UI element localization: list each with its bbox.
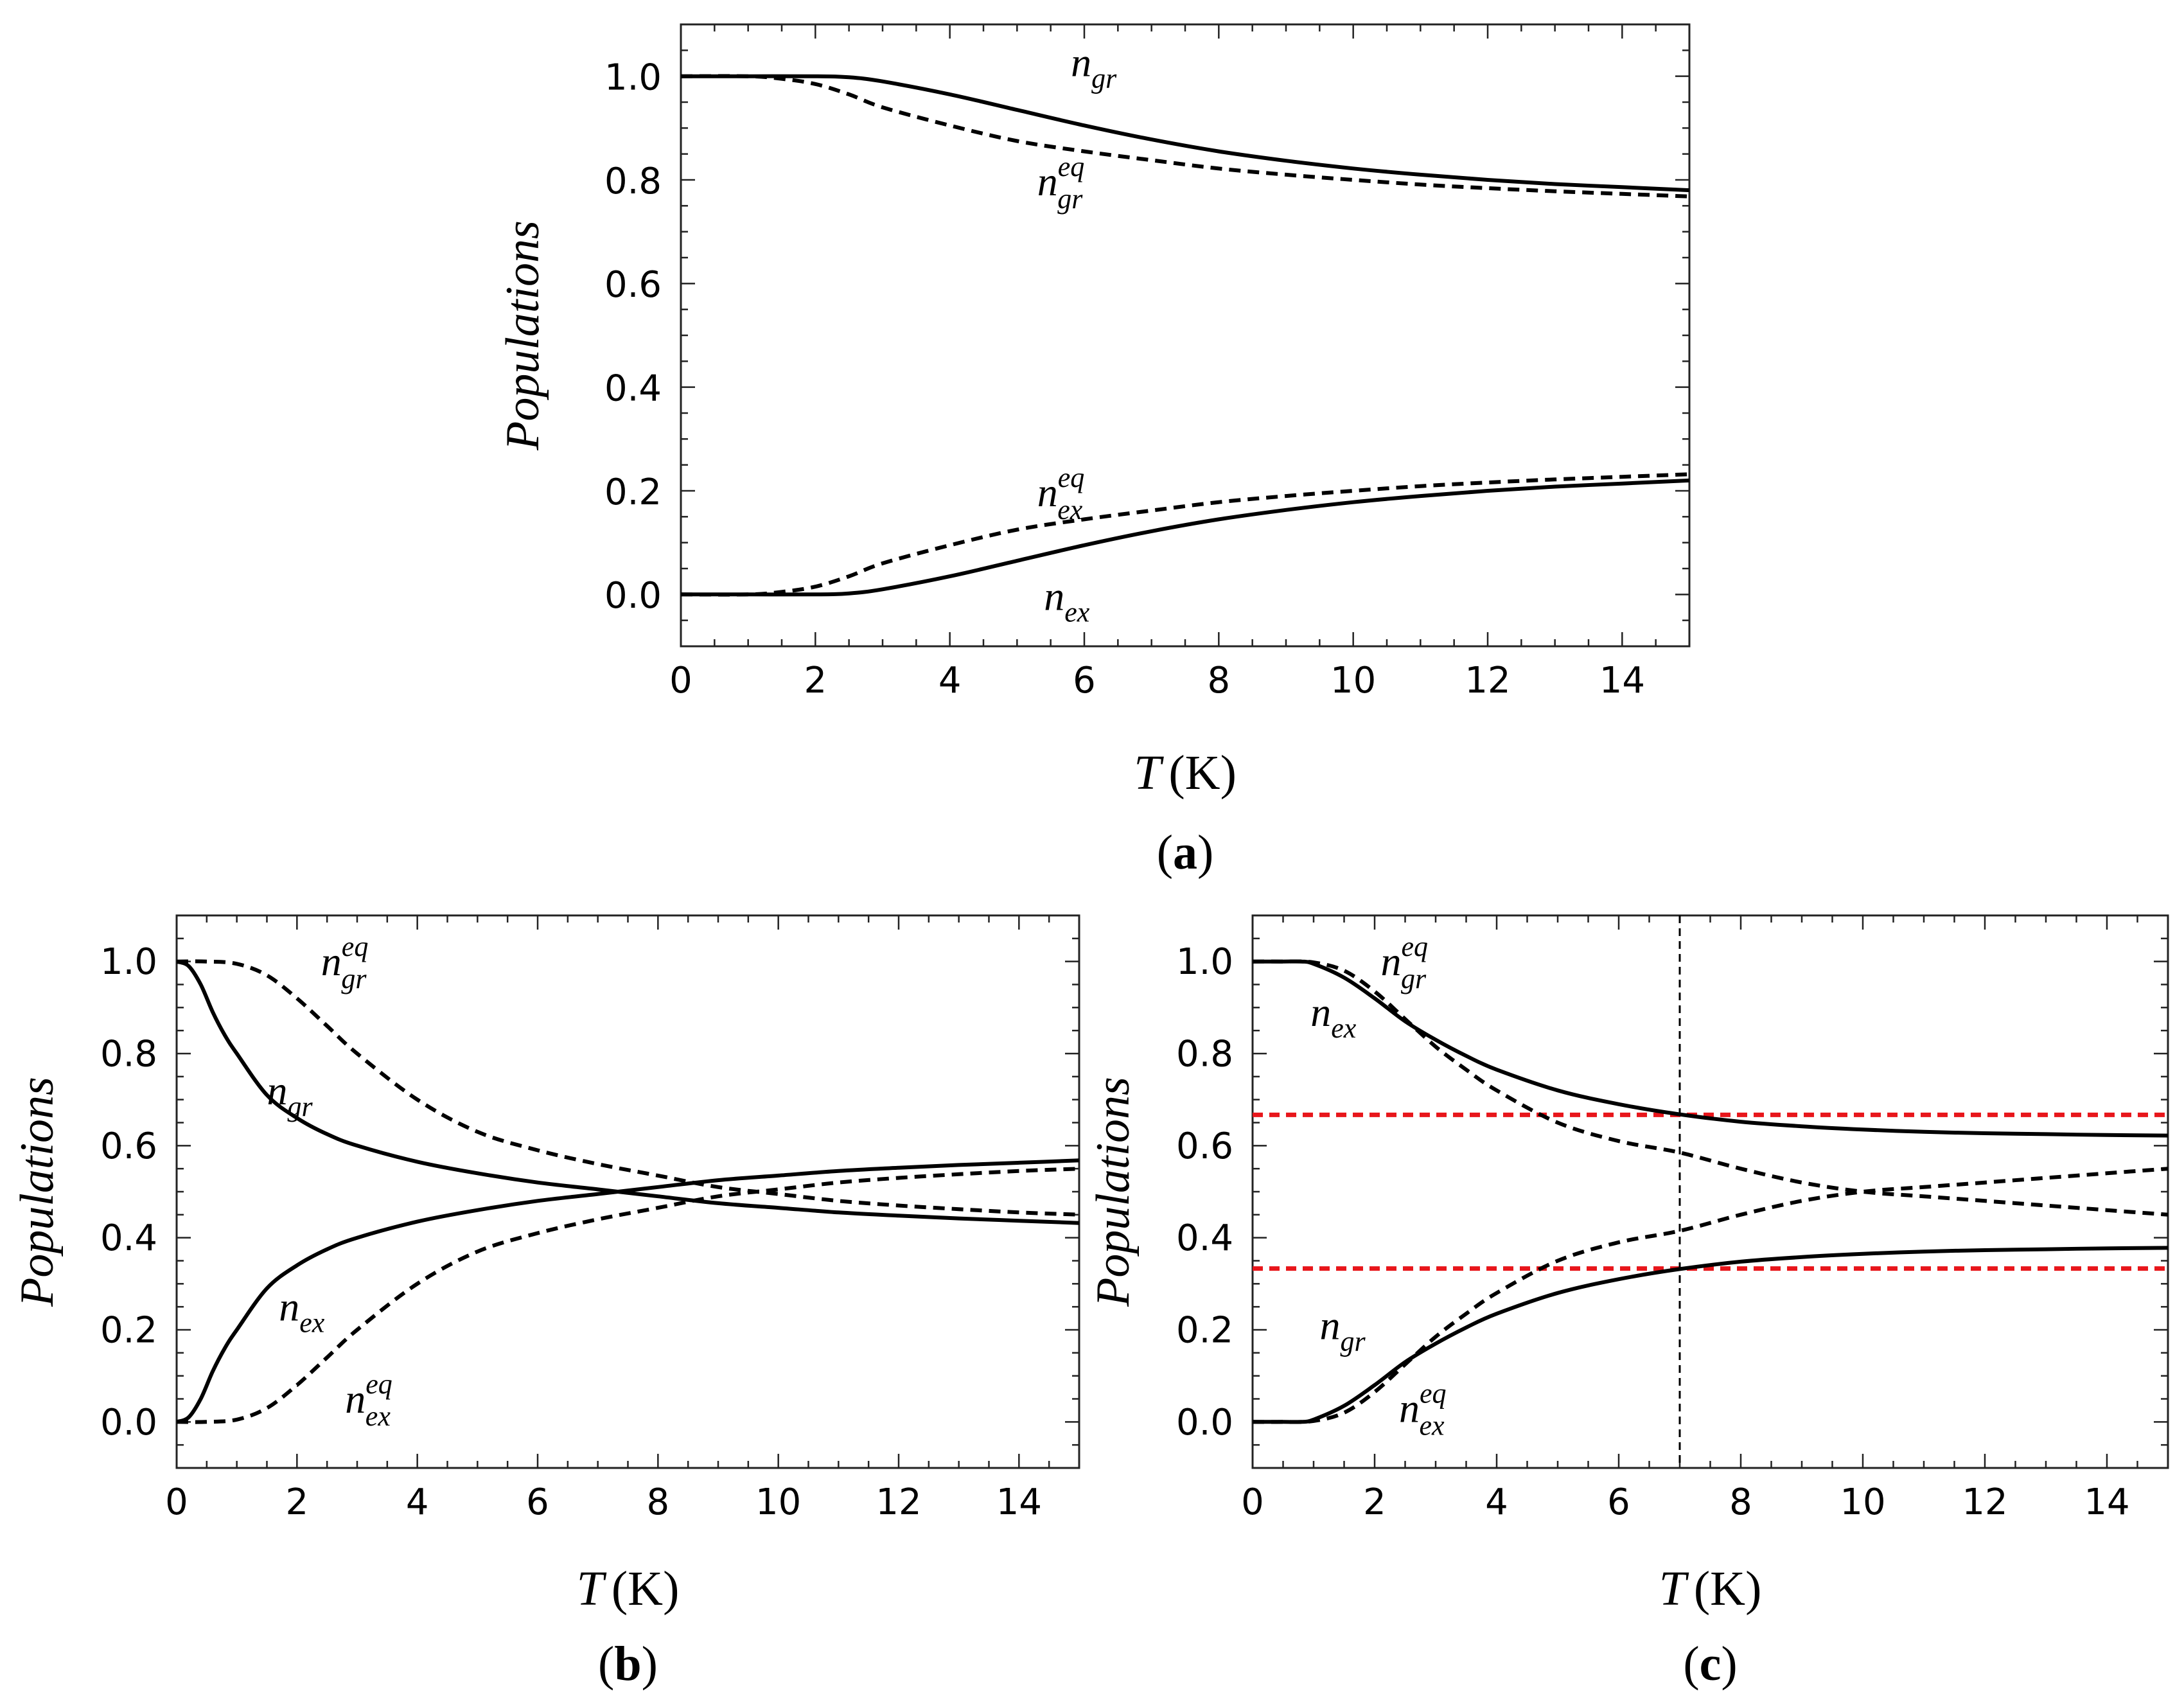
y-tick-label: 0.6	[1176, 1126, 1233, 1167]
series-line-n-ex-eq	[177, 1167, 1079, 1424]
y-tick-label: 0.8	[1176, 1033, 1233, 1075]
series-line-n-gr-eq	[177, 959, 1079, 1217]
plot-area	[681, 74, 1689, 597]
y-tick-label: 0.0	[100, 1402, 157, 1444]
y-axis-label: Populations	[1087, 1077, 1140, 1307]
panel-caption-letter: a	[1173, 826, 1197, 879]
y-tick-label: 0.2	[100, 1309, 157, 1351]
x-tick-label: 6	[526, 1481, 549, 1523]
curve-label: ngr	[1071, 40, 1117, 94]
x-tick-label: 12	[876, 1481, 921, 1523]
series-line-n-ex	[681, 478, 1689, 597]
x-tick-label: 6	[1607, 1481, 1630, 1523]
x-tick-label: 4	[1485, 1481, 1508, 1523]
panel-caption-letter: c	[1700, 1637, 1722, 1691]
panel-caption: (a)	[1157, 826, 1214, 879]
y-tick-label: 0.0	[1176, 1402, 1233, 1444]
y-tick-label: 0.8	[604, 161, 662, 202]
curve-label: neq gr	[321, 931, 369, 994]
x-tick-label: 8	[647, 1481, 670, 1523]
panel-caption: (b)	[598, 1637, 658, 1691]
y-tick-label: 0.4	[604, 368, 662, 410]
y-tick-label: 0.4	[100, 1217, 157, 1259]
series-line-n-gr-eq	[681, 74, 1689, 199]
y-tick-label: 0.8	[100, 1033, 157, 1075]
curve-label: neq gr	[1381, 931, 1429, 994]
series-line-n-ex-upper-solid	[1253, 959, 2168, 1138]
x-axis-label: T (K)	[1659, 1562, 1762, 1616]
series-line-n-ex	[177, 1158, 1079, 1424]
x-axis-label-unit: (K)	[1694, 1562, 1762, 1616]
y-tick-label: 1.0	[604, 57, 662, 99]
y-tick-label: 0.2	[1176, 1309, 1233, 1351]
x-axis-label-unit: (K)	[1168, 746, 1237, 800]
x-tick-label: 0	[165, 1481, 188, 1523]
curve-label: nex	[1310, 989, 1357, 1044]
series-line-n-gr	[177, 959, 1079, 1225]
x-tick-label: 8	[1729, 1481, 1752, 1523]
panel-a: 0 2 4 6 8 10 12 14 0.0 0.2 0.4 0.6 0.8 1.0 Populations…	[497, 23, 1691, 879]
x-tick-label: 12	[1465, 660, 1510, 702]
plot-frame	[680, 23, 1691, 648]
curve-label: neq ex	[1037, 462, 1085, 526]
x-tick-label: 10	[1330, 660, 1376, 702]
x-tick-label: 8	[1208, 660, 1231, 702]
panel-caption-letter: b	[614, 1637, 641, 1691]
x-tick-label: 6	[1073, 660, 1096, 702]
panel-b: 0 2 4 6 8 10 12 14 0.0 0.2 0.4 0.6 0.8 1.0 Populations…	[11, 914, 1080, 1691]
x-axis-label-var: T	[577, 1562, 607, 1616]
y-tick-label: 0.2	[604, 472, 662, 513]
y-tick-label: 0.6	[100, 1126, 157, 1167]
curve-label: ngr	[1320, 1302, 1366, 1357]
curve-label: neq gr	[1037, 151, 1085, 215]
x-tick-label: 2	[286, 1481, 309, 1523]
series-line-n-gr	[681, 74, 1689, 193]
x-tick-label: 14	[996, 1481, 1042, 1523]
y-axis-label: Populations	[11, 1077, 64, 1307]
x-tick-label: 10	[755, 1481, 801, 1523]
x-axis-label: T (K)	[577, 1562, 680, 1616]
series-line-n-ex-eq	[1253, 1167, 2168, 1424]
y-tick-label: 0.6	[604, 264, 662, 306]
y-tick-label: 1.0	[1176, 941, 1233, 983]
x-axis-label-var: T	[1659, 1562, 1689, 1616]
curve-label: nex	[1044, 574, 1090, 628]
series-line-n-gr-lower-solid	[1253, 1246, 2168, 1424]
x-tick-label: 0	[1241, 1481, 1264, 1523]
x-tick-label: 12	[1962, 1481, 2007, 1523]
series-line-n-ex-eq	[681, 472, 1689, 597]
x-tick-label: 10	[1840, 1481, 1885, 1523]
plot-area	[177, 959, 1079, 1424]
x-axis-label-unit: (K)	[612, 1562, 680, 1616]
x-tick-label: 2	[804, 660, 827, 702]
x-tick-label: 14	[2084, 1481, 2129, 1523]
x-axis-label: T (K)	[1134, 746, 1237, 800]
y-tick-label: 0.0	[604, 575, 662, 617]
curve-label: ngr	[267, 1068, 313, 1122]
x-tick-label: 4	[938, 660, 962, 702]
y-tick-label: 0.4	[1176, 1217, 1233, 1259]
panel-c: 0 2 4 6 8 10 12 14 0.0 0.2 0.4 0.6 0.8 1.0 Populations…	[1087, 914, 2169, 1691]
plot-frame	[1251, 914, 2169, 1469]
x-tick-label: 14	[1599, 660, 1645, 702]
curve-label: neq ex	[345, 1368, 392, 1432]
x-axis-label-var: T	[1134, 746, 1164, 800]
curve-label: nex	[279, 1284, 325, 1339]
curve-label: neq ex	[1399, 1377, 1447, 1441]
y-axis-label: Populations	[497, 220, 549, 451]
x-tick-label: 0	[669, 660, 692, 702]
plot-area	[1253, 915, 2168, 1468]
y-tick-label: 1.0	[100, 941, 157, 983]
panel-caption: (c)	[1683, 1637, 1737, 1691]
series-line-n-gr-eq	[1253, 959, 2168, 1217]
x-tick-label: 2	[1363, 1481, 1386, 1523]
x-tick-label: 4	[406, 1481, 429, 1523]
